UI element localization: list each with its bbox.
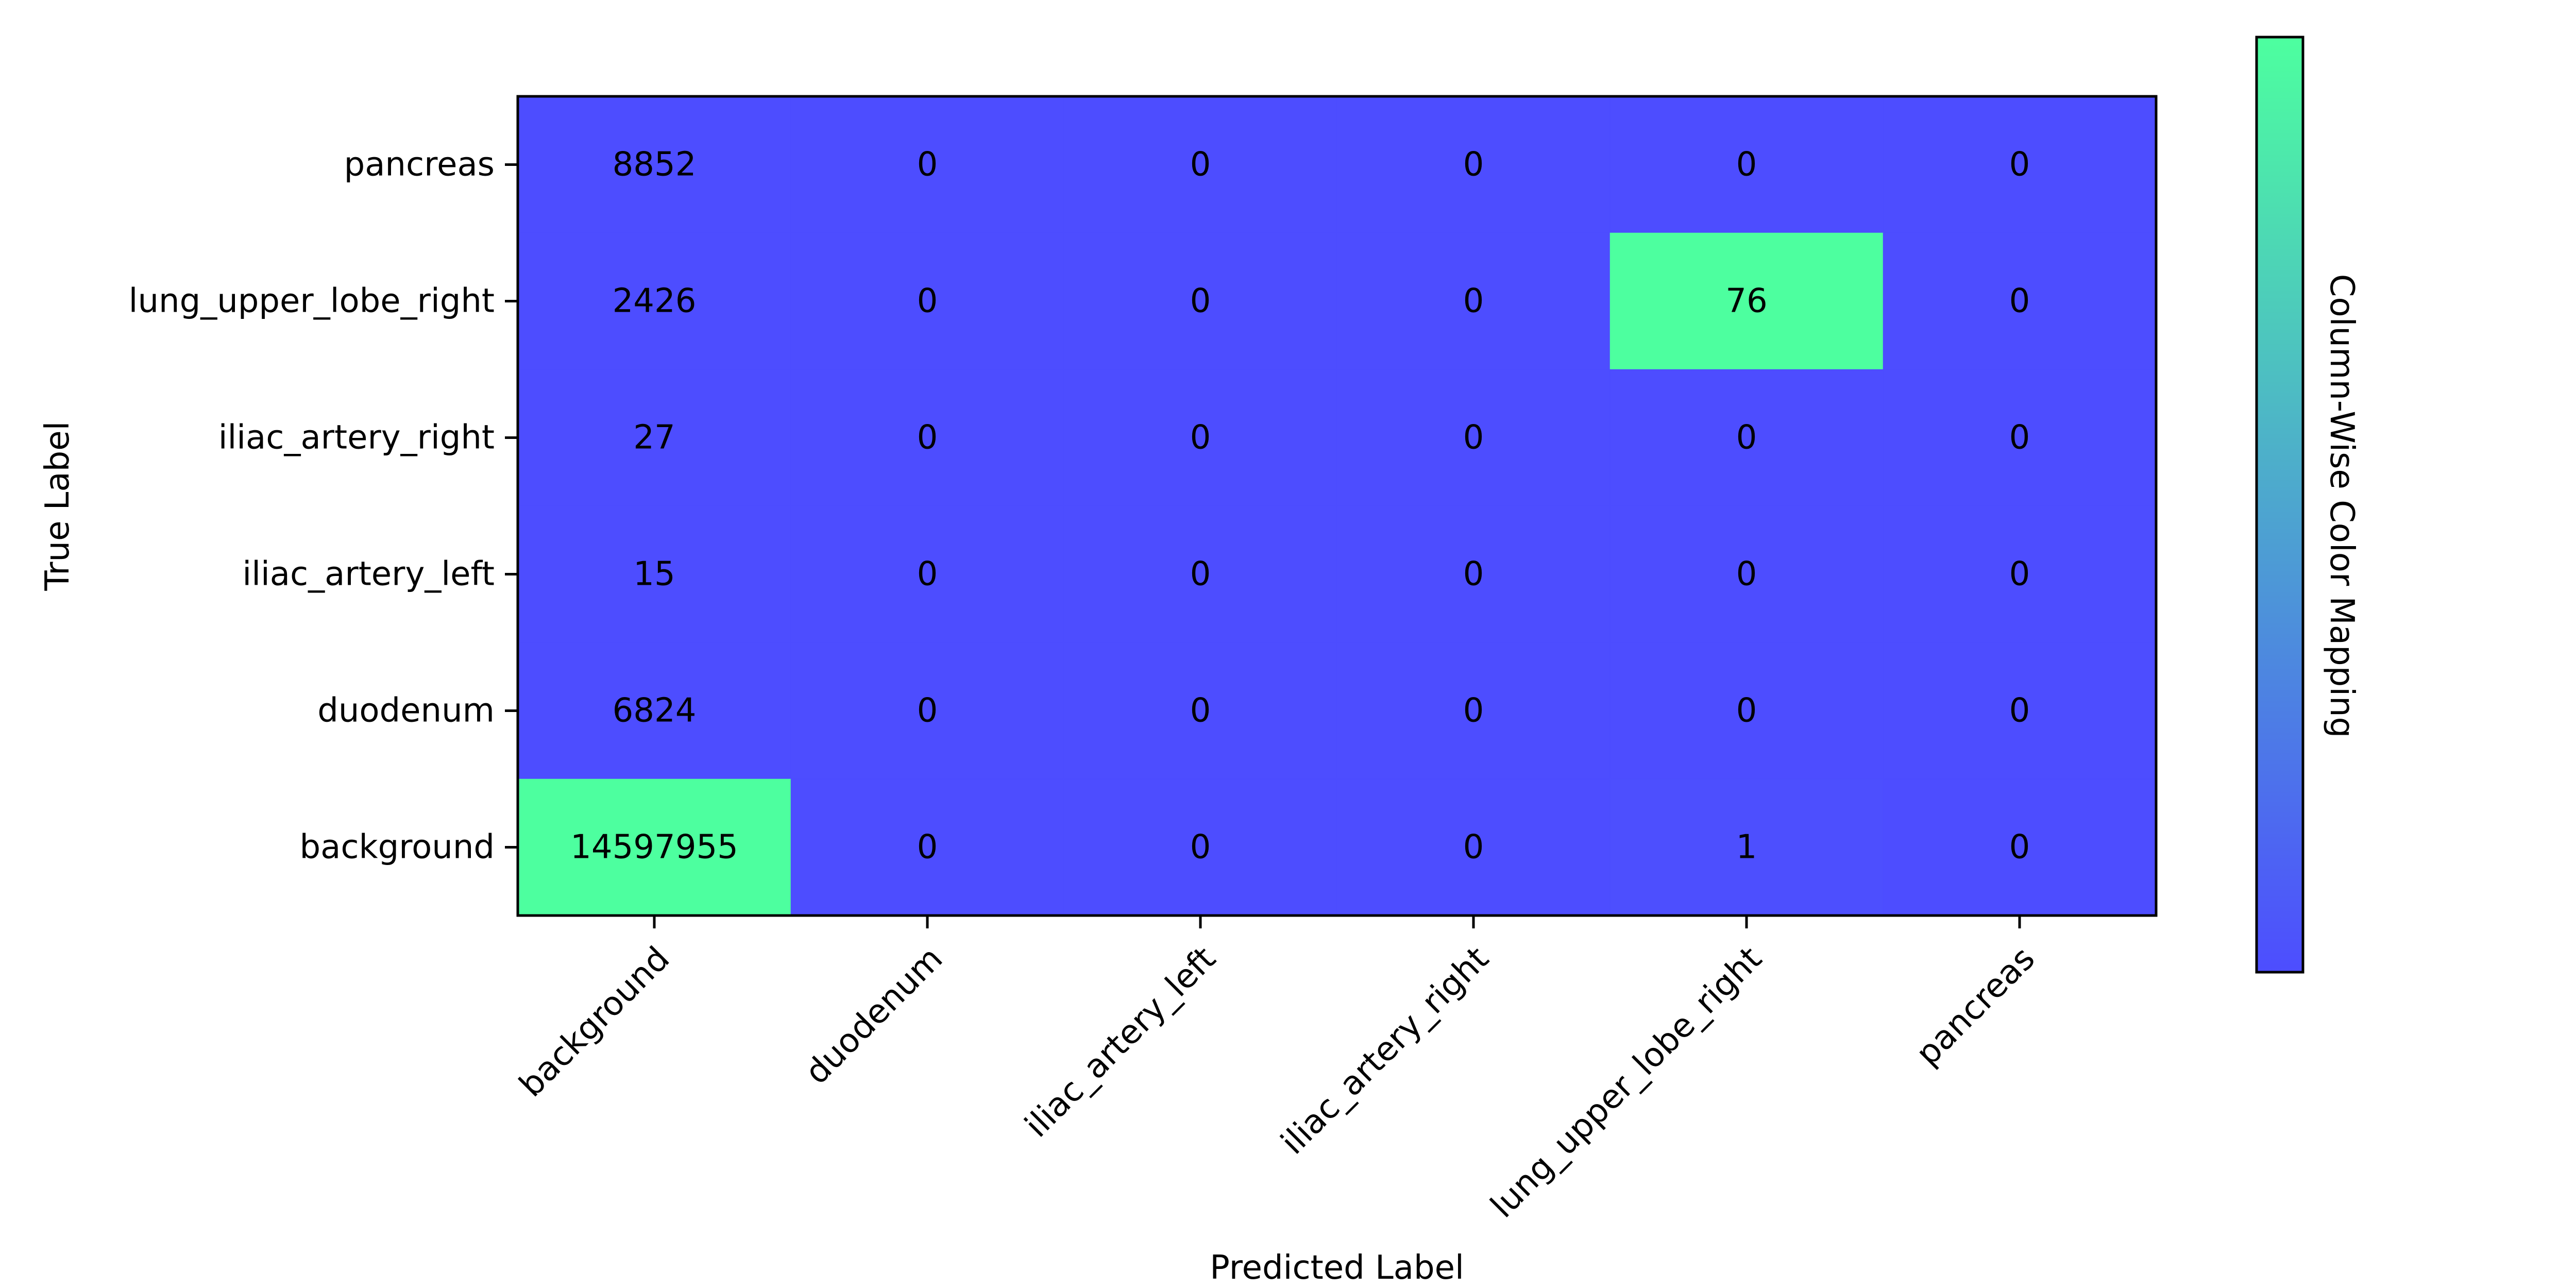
cell-value-label: 0 [1736,692,1757,730]
y-tick-label: lung_upper_lobe_right [129,282,495,320]
heatmap-cell [1063,778,1337,916]
cell-value-label: 0 [1190,282,1211,320]
cell-value-label: 0 [2009,146,2030,184]
cell-value-label: 6824 [613,692,697,730]
heatmap-cells [517,96,2157,916]
heatmap-cell [517,778,791,916]
cell-value-label: 0 [1463,692,1484,730]
cell-value-label: 14597955 [570,828,738,867]
y-axis-title: True Label [39,421,77,591]
heatmap-cell [517,642,791,779]
heatmap-cell [1336,96,1611,233]
heatmap-cell [1063,369,1337,506]
cell-value-label: 0 [1736,419,1757,457]
y-axis: pancreas lung_upper_lobe_right iliac_arter… [129,146,518,867]
heatmap-cell [790,642,1064,779]
heatmap-cell [1609,369,1884,506]
cell-value-label: 0 [1463,282,1484,320]
heatmap-cell [1063,642,1337,779]
heatmap-cell [790,505,1064,643]
cell-value-label: 8852 [613,146,697,184]
heatmap-cell [1336,642,1611,779]
heatmap-cell [1336,369,1611,506]
cell-value-label: 15 [633,555,675,594]
y-tick-label: duodenum [317,692,495,730]
colorbar-title: Column-Wise Color Mapping [2323,274,2361,738]
cell-value-label: 0 [2009,282,2030,320]
x-tick-label: lung_upper_lobe_right [1484,940,1770,1226]
cell-value-label: 0 [917,555,938,594]
plot-frame [516,95,2158,917]
cell-value-label: 0 [917,692,938,730]
heatmap-cell [517,96,791,233]
cell-value-label: 76 [1725,282,1767,320]
x-tick-label: background [512,940,677,1105]
x-tick-label: pancreas [1909,940,2042,1073]
cell-value-label: 0 [1463,828,1484,867]
x-tick-label: iliac_artery_left [1018,940,1224,1145]
cell-value-label: 0 [1190,828,1211,867]
cell-value-label: 0 [1736,555,1757,594]
cell-value-label: 0 [917,419,938,457]
y-tick-label: iliac_artery_right [218,419,495,457]
heatmap-cell [1883,369,2157,506]
cell-value-label: 0 [2009,828,2030,867]
x-axis: background duodenum iliac_artery_left iliac… [512,916,2042,1225]
heatmap-cell [1883,232,2157,370]
heatmap-cell [1336,232,1611,370]
heatmap-cell [790,369,1064,506]
cell-value-label: 0 [2009,419,2030,457]
cell-value-label: 0 [917,828,938,867]
heatmap-cell [1609,778,1884,916]
cell-value-label: 0 [2009,692,2030,730]
heatmap-cell [517,505,791,643]
x-tick-label: duodenum [798,940,950,1092]
cell-value-label: 0 [1190,555,1211,594]
heatmap-cell [1883,96,2157,233]
heatmap-cell [1883,778,2157,916]
cell-value-label: 0 [1190,146,1211,184]
cell-value-label: 0 [1463,419,1484,457]
cell-value-label: 1 [1736,828,1757,867]
heatmap-cell [790,96,1064,233]
cell-value-label: 27 [633,419,675,457]
x-tick-label: iliac_artery_right [1274,940,1497,1162]
cell-value-label: 0 [1463,146,1484,184]
heatmap-cell [1336,778,1611,916]
x-axis-title: Predicted Label [1210,1249,1464,1287]
colorbar: Column-Wise Color Mapping [2255,36,2361,974]
heatmap-cell [790,232,1064,370]
cell-value-label: 0 [917,146,938,184]
heatmap-cell [1883,642,2157,779]
cell-value-label: 0 [1463,555,1484,594]
y-tick-label: background [299,828,495,867]
heatmap-cell [1609,642,1884,779]
cell-value-label: 0 [1190,419,1211,457]
cell-value-label: 2426 [613,282,697,320]
cell-value-label: 0 [1736,146,1757,184]
cell-value-label: 0 [1190,692,1211,730]
heatmap-cell-labels: 8852 0 0 0 0 0 2426 0 0 0 76 0 27 0 0 0 0 0 15 0 0 0 0 0 6824 0 0 0… [570,146,2030,867]
cell-value-label: 0 [2009,555,2030,594]
heatmap-cell [1063,505,1337,643]
y-tick-label: iliac_artery_left [242,555,495,594]
colorbar-gradient [2255,36,2304,974]
heatmap-cell [1336,505,1611,643]
heatmap-cell [1609,232,1884,370]
cell-value-label: 0 [917,282,938,320]
y-tick-label: pancreas [344,146,495,184]
heatmap-cell [517,232,791,370]
heatmap-cell [1609,96,1884,233]
heatmap-cell [1609,505,1884,643]
heatmap-cell [517,369,791,506]
